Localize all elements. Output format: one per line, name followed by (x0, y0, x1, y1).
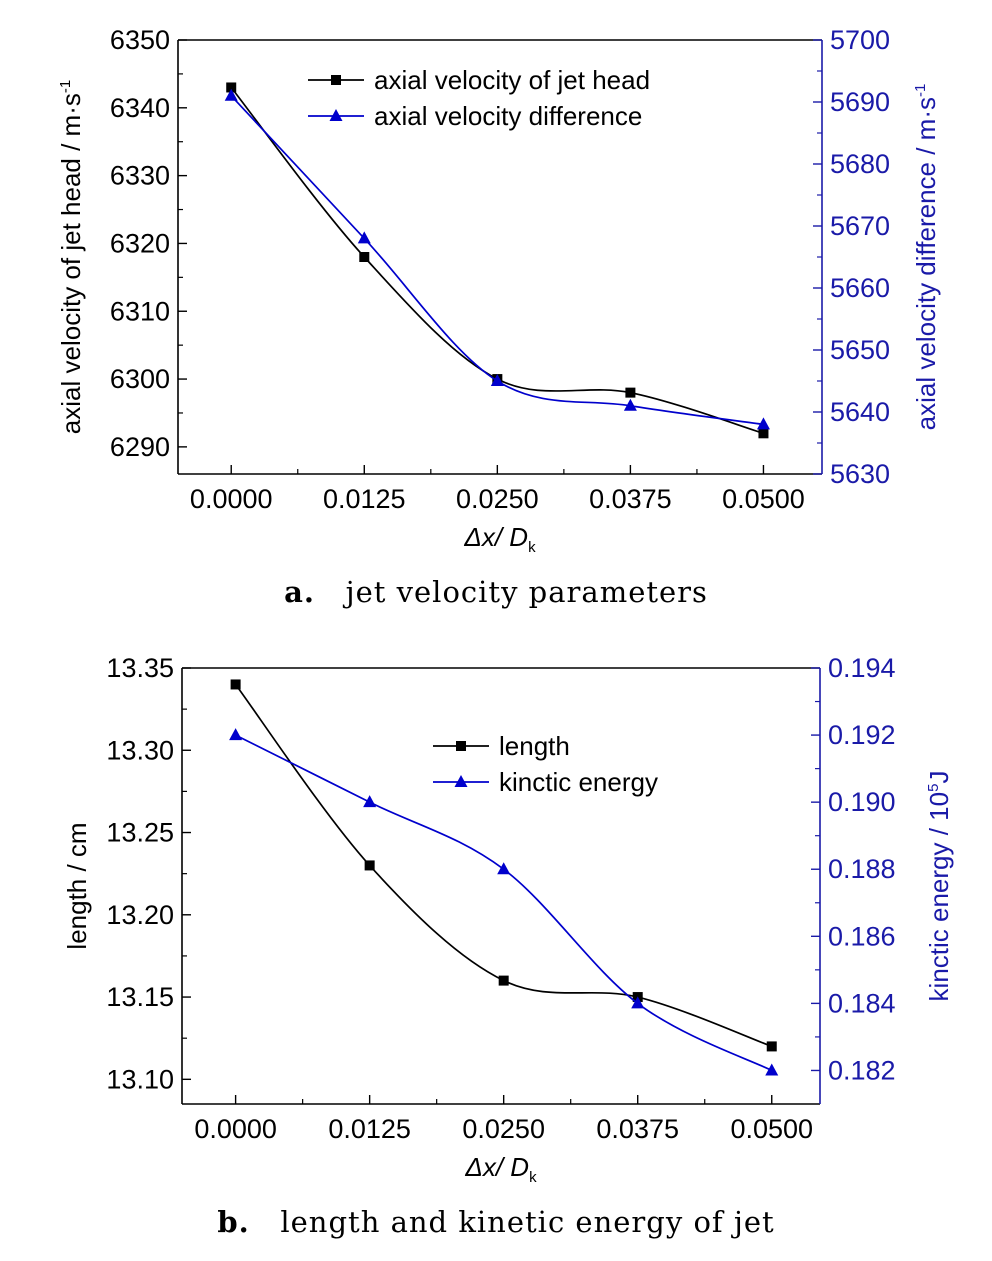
data-point-triangle (357, 231, 371, 244)
legend-marker (331, 75, 341, 85)
figure-caption: a. jet velocity parameters (284, 575, 708, 609)
y2-tick-label: 5670 (830, 211, 890, 241)
x-tick-label: 0.0375 (596, 1114, 679, 1144)
y2-tick-label: 0.194 (828, 653, 896, 683)
y2-axis-title: kinctic energy / 105J (924, 771, 954, 1002)
y2-tick-label: 0.182 (828, 1055, 896, 1085)
chart-b: 0.0000 0.0125 0.0250 0.0375 0.0500 13.10 13.15… (62, 653, 954, 1239)
y2-tick-label: 5700 (830, 25, 890, 55)
y-axis-title: axial velocity of jet head / m·s-1 (56, 80, 86, 434)
y-tick-label: 6320 (110, 228, 170, 258)
legend-marker (454, 775, 468, 787)
data-point-triangle (623, 398, 637, 411)
x-tick-label: 0.0125 (328, 1114, 411, 1144)
y2-tick-label: 5690 (830, 87, 890, 117)
data-point-square (766, 1041, 777, 1052)
data-point-square (230, 679, 241, 690)
y-tick-label: 13.15 (106, 982, 174, 1012)
y2-tick-label: 5640 (830, 397, 890, 427)
legend-label: kinctic energy (499, 767, 658, 797)
y-tick-label: 13.25 (106, 818, 174, 848)
y-axis-title: length / cm (62, 822, 92, 949)
y-tick-label: 6310 (110, 296, 170, 326)
y-tick-label: 13.20 (106, 900, 174, 930)
y2-tick-label: 5630 (830, 459, 890, 489)
legend-label: axial velocity of jet head (374, 65, 650, 95)
y-tick-label: 6350 (110, 25, 170, 55)
data-point-triangle (224, 88, 238, 101)
x-tick-label: 0.0250 (462, 1114, 545, 1144)
data-point-triangle (497, 862, 511, 875)
y-tick-label: 6340 (110, 93, 170, 123)
y2-tick-label: 0.192 (828, 720, 896, 750)
legend-marker (456, 741, 466, 751)
chart-a: 0.0000 0.0125 0.0250 0.0375 0.0500 6290 6300 63… (56, 25, 941, 609)
x-axis-title: Δx/ Dk (464, 1152, 537, 1186)
legend-label: axial velocity difference (374, 101, 642, 131)
data-point-triangle (229, 728, 243, 741)
y2-tick-label: 5660 (830, 273, 890, 303)
y2-axis-title: axial velocity difference / m·s-1 (911, 84, 941, 431)
data-point-square (625, 387, 636, 398)
x-axis-title: Δx/ Dk (463, 522, 536, 556)
data-point-square (359, 252, 370, 262)
x-tick-label: 0.0250 (456, 484, 539, 514)
data-point-square (758, 428, 769, 439)
series-line-1 (234, 683, 773, 1048)
y-tick-label: 13.30 (106, 735, 174, 765)
data-point-triangle (363, 795, 377, 808)
x-tick-label: 0.0375 (589, 484, 672, 514)
legend-marker (329, 109, 343, 121)
data-point-square (364, 860, 375, 871)
y2-tick-label: 0.190 (828, 787, 896, 817)
data-point-triangle (756, 417, 770, 430)
y2-tick-label: 0.186 (828, 921, 896, 951)
y-tick-label: 13.35 (106, 653, 174, 683)
x-tick-label: 0.0000 (194, 1114, 277, 1144)
y-tick-label: 6290 (110, 432, 170, 462)
data-point-square (226, 82, 237, 93)
y2-tick-label: 0.184 (828, 988, 896, 1018)
y2-tick-label: 5650 (830, 335, 890, 365)
y-tick-label: 13.10 (106, 1064, 174, 1094)
data-point-triangle (765, 1063, 779, 1076)
legend-label: length (499, 731, 570, 761)
x-tick-label: 0.0500 (722, 484, 805, 514)
x-tick-label: 0.0500 (730, 1114, 813, 1144)
data-point-triangle (631, 996, 645, 1009)
x-tick-label: 0.0000 (190, 484, 273, 514)
figure-caption: b. length and kinetic energy of jet (217, 1205, 774, 1239)
x-tick-label: 0.0125 (323, 484, 406, 514)
y-tick-label: 6330 (110, 161, 170, 191)
y-tick-label: 6300 (110, 364, 170, 394)
data-point-square (498, 975, 509, 986)
data-point-triangle (490, 374, 504, 386)
y2-tick-label: 0.188 (828, 854, 896, 884)
y2-tick-label: 5680 (830, 149, 890, 179)
series-line-2 (230, 95, 764, 426)
